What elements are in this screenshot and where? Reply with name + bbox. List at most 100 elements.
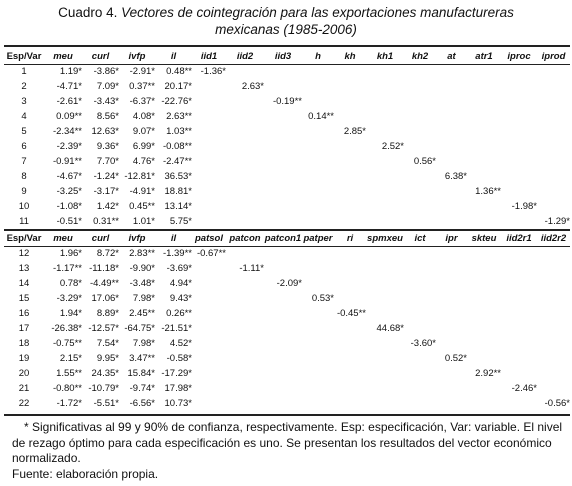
table-cell <box>192 124 226 139</box>
table-cell: 36.53* <box>164 171 192 182</box>
row-label: 3 <box>21 96 27 107</box>
table-cell: -5.51* <box>93 398 119 409</box>
table-cell <box>302 306 334 321</box>
table-cell <box>436 199 467 214</box>
table-cell: 7.09* <box>96 81 119 92</box>
table-cell: 4.52* <box>169 338 192 349</box>
table-cell: -21.51* <box>161 323 192 334</box>
row-label: 21 <box>18 383 30 394</box>
table-cell: 10.73* <box>164 398 192 409</box>
table-cell <box>334 246 366 261</box>
table-cell: 0.52* <box>444 353 467 364</box>
table-cell <box>436 109 467 124</box>
panel-2-table: Esp/Var meu curl ivfp il patsol patcon patcon1 p… <box>4 231 570 411</box>
table-cell <box>334 64 366 79</box>
row-label: 14 <box>18 278 30 289</box>
table-cell <box>436 291 467 306</box>
panel-1-header-cell: kh2 <box>411 51 429 62</box>
table-cell: -1.72* <box>56 398 82 409</box>
table-cell: 0.53* <box>311 293 334 304</box>
table-row: 15 -3.29* 17.06* 7.98* 9.43* 0.53* <box>4 291 570 306</box>
table-cell: -2.09* <box>276 278 302 289</box>
table-cell: -4.91* <box>129 186 155 197</box>
table-cell <box>467 306 501 321</box>
table-cell <box>537 154 570 169</box>
source-note: Fuente: elaboración propia. <box>12 467 159 481</box>
table-row: 19 2.15* 9.95* 3.47** -0.58* 0.52* <box>4 351 570 366</box>
table-cell <box>404 321 436 336</box>
table-cell <box>467 381 501 396</box>
panel-1-header-cell: ivfp <box>128 51 146 62</box>
table-cell <box>366 184 404 199</box>
table-row: 4 0.09** 8.56* 4.08* 2.63** 0.14** <box>4 109 570 124</box>
table-cell <box>467 79 501 94</box>
table-cell <box>192 109 226 124</box>
table-cell <box>264 184 302 199</box>
table-cell: 4.08* <box>132 111 155 122</box>
table-cell <box>366 64 404 79</box>
table-cell <box>192 139 226 154</box>
table-cell <box>264 154 302 169</box>
table-cell: -3.60* <box>410 338 436 349</box>
table-cell: 2.45** <box>129 308 155 319</box>
table-cell: -2.47** <box>162 156 192 167</box>
table-cell <box>467 321 501 336</box>
table-cell <box>404 124 436 139</box>
table-title: Cuadro 4. Vectores de cointegración para… <box>0 4 572 21</box>
table-cell <box>404 306 436 321</box>
table-cell <box>226 109 264 124</box>
table-cell <box>366 94 404 109</box>
table-cell <box>302 321 334 336</box>
table-cell <box>334 139 366 154</box>
table-cell: 0.48** <box>166 66 192 77</box>
table-cell <box>302 94 334 109</box>
table-cell <box>467 169 501 184</box>
table-cell <box>226 139 264 154</box>
table-cell <box>226 154 264 169</box>
table-cell <box>192 94 226 109</box>
table-cell <box>501 396 537 411</box>
table-cell <box>366 396 404 411</box>
table-cell: 12.63* <box>91 126 119 137</box>
panel-1-header-cell: il <box>170 51 177 62</box>
table-cell <box>467 291 501 306</box>
table-cell <box>226 291 264 306</box>
table-cell <box>334 214 366 229</box>
table-cell: 13.14* <box>164 201 192 212</box>
panel-1-header-row: Esp/Var meu curl ivfp il iid1 iid2 iid3 h kh kh1 kh… <box>4 49 570 64</box>
table-cell: 2.83** <box>129 248 155 259</box>
table-cell <box>501 64 537 79</box>
table-cell <box>467 336 501 351</box>
table-cell <box>436 184 467 199</box>
table-cell: -22.76* <box>161 96 192 107</box>
footnote: * Significativas al 99 y 90% de confianz… <box>12 420 563 465</box>
table-cell: -1.08* <box>56 201 82 212</box>
table-cell <box>192 366 226 381</box>
table-cell: 8.89* <box>96 308 119 319</box>
row-label: 5 <box>21 126 27 137</box>
table-cell: -4.71* <box>56 81 82 92</box>
table-cell <box>501 321 537 336</box>
table-cell <box>404 261 436 276</box>
table-cell <box>537 336 570 351</box>
table-cell <box>366 381 404 396</box>
table-cell <box>192 381 226 396</box>
table-number: Cuadro 4. <box>58 5 118 20</box>
table-cell <box>334 169 366 184</box>
row-label: 13 <box>18 263 30 274</box>
table-cell: 18.81* <box>164 186 192 197</box>
table-cell <box>264 199 302 214</box>
table-cell <box>467 351 501 366</box>
table-cell <box>302 169 334 184</box>
panel-2-header-cell: iid2r2 <box>540 233 567 244</box>
table-row: 13 -1.17** -11.18* -9.90* -3.69* -1.11* <box>4 261 570 276</box>
row-label: 12 <box>18 248 30 259</box>
table-cell <box>334 199 366 214</box>
row-label: 9 <box>21 186 27 197</box>
table-cell <box>366 336 404 351</box>
table-cell <box>226 396 264 411</box>
table-cell <box>467 396 501 411</box>
table-cell <box>334 396 366 411</box>
table-cell: -2.91* <box>129 66 155 77</box>
table-cell: 44.68* <box>376 323 404 334</box>
